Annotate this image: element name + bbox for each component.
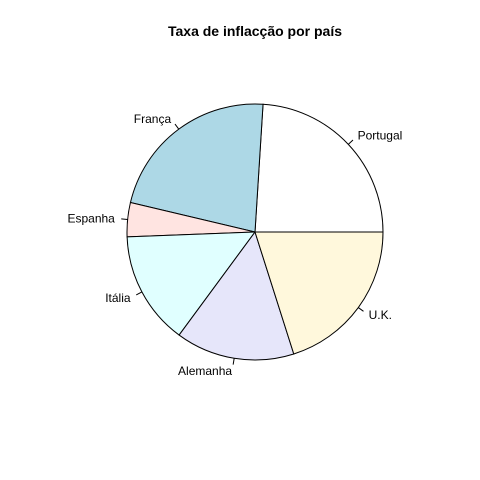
label-tick-u-k xyxy=(358,307,364,312)
pie-labels: Portugal França Espanha Itália Alemanha U.K. xyxy=(67,112,402,378)
slice-label-franca: França xyxy=(134,112,172,126)
label-tick-franca xyxy=(174,123,180,130)
chart-title: Taxa de inflacção por país xyxy=(168,23,342,39)
pie-slice-u-k xyxy=(254,231,384,355)
pie-slice-italia xyxy=(126,231,257,336)
pie-slice-franca xyxy=(129,103,264,233)
slice-label-italia: Itália xyxy=(105,291,131,305)
label-tick-espanha xyxy=(121,218,128,221)
slice-label-espanha: Espanha xyxy=(67,211,115,225)
slice-label-portugal: Portugal xyxy=(358,129,403,143)
pie-slice-portugal xyxy=(254,103,384,233)
slice-label-alemanha: Alemanha xyxy=(178,364,232,378)
slice-label-u-k: U.K. xyxy=(369,308,392,322)
pie-slices xyxy=(126,103,384,361)
label-tick-italia xyxy=(135,291,143,296)
label-tick-portugal xyxy=(347,139,354,145)
label-tick-alemanha xyxy=(232,358,235,365)
